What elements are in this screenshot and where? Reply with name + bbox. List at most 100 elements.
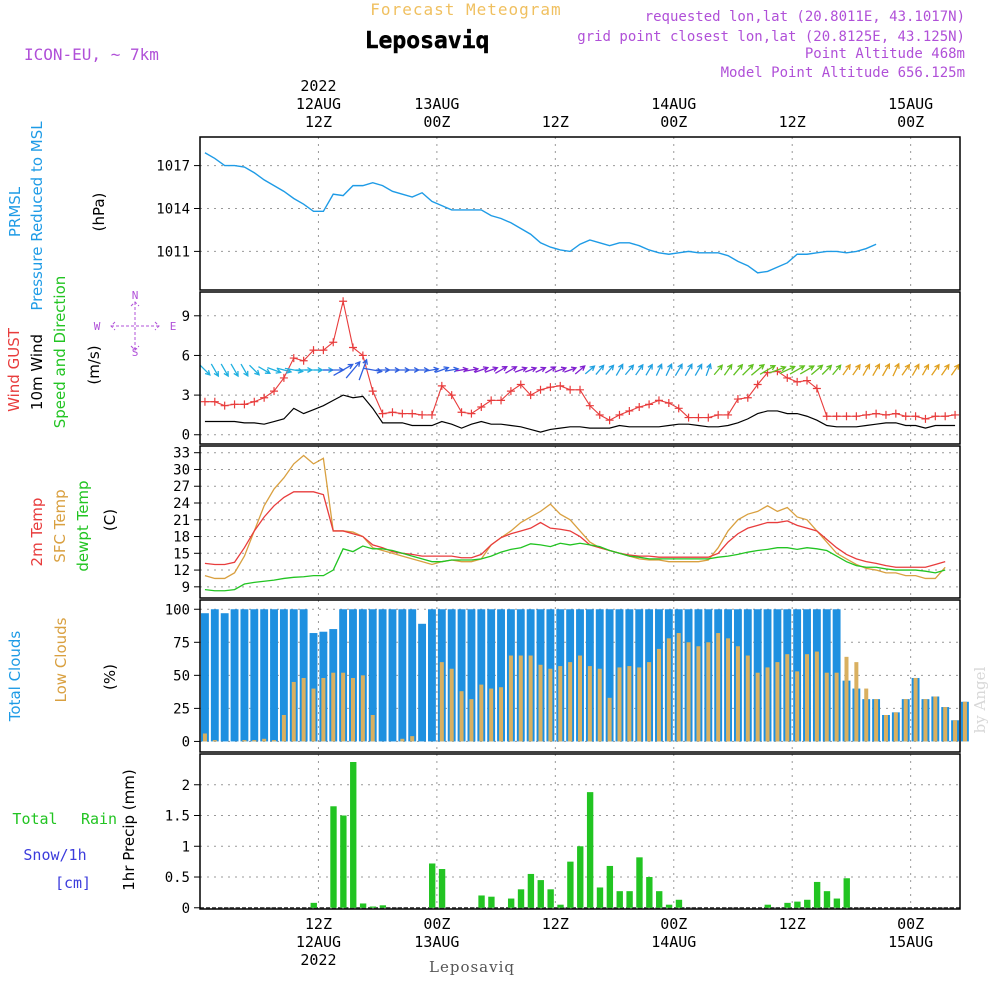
y-tick-label: 9 [182,580,190,596]
wind-arrow [713,364,724,376]
pressure-line [204,152,877,274]
gust-label: Wind GUST [5,327,23,412]
gust-point [250,397,259,406]
gust-point [388,408,397,417]
wind-arrow [363,367,383,374]
low-cloud-bar [745,655,750,742]
gust-point [822,412,831,421]
wind-arrow [684,363,693,377]
rain-bar [813,881,821,908]
low-cloud-bar [212,740,217,742]
total-cloud-bar [210,609,219,742]
low-cloud-bar [341,672,346,742]
wind-arrow [605,364,615,375]
low-cloud-bar [499,687,504,742]
low-cloud-bar [331,672,336,742]
wind-arrow [545,366,557,374]
wind-arrow [810,364,824,376]
low-cloud-bar [538,664,543,742]
gust-point [812,384,821,393]
low-cloud-bar [321,677,326,742]
rain-bar [488,896,495,908]
wind-arrow [882,362,891,377]
gust-point [289,354,298,363]
gust-point [733,395,742,404]
gust-point [230,400,239,409]
gust-point [339,297,348,306]
low-cloud-bar [923,699,928,742]
total-label: Total [12,810,57,828]
low-cloud-bar [933,696,938,742]
low-cloud-bar [854,662,859,742]
rain-bar [478,895,485,908]
model-label: ICON-EU, ~ 7km [24,45,159,64]
wind-arrow [665,362,673,377]
y-tick-label: 3 [182,388,190,404]
total-cloud-bar [388,609,397,742]
rain-bar [577,846,584,908]
low-cloud-bar [479,684,484,742]
subtitle: Forecast Meteogram [370,0,561,19]
y-tick-label: 15 [173,546,190,562]
wind-arrow [821,364,833,375]
low-cloud-bar [360,675,365,742]
rain-bar [567,861,574,908]
wind-arrow [624,364,635,376]
gust-point [585,401,594,410]
gust-point [398,409,407,418]
y-tick-label: 1011 [156,244,190,260]
gust-point [684,413,693,422]
total-cloud-bar [299,609,308,742]
gust-point [279,373,288,382]
gust-point [477,402,486,411]
low-cloud-bar [272,740,277,742]
y-tick-label: 1017 [156,159,190,175]
low-cloud-bar [262,738,267,742]
wind-arrow [921,363,930,376]
top-time-label: 12Z [305,113,332,131]
total-cloud-bar [349,609,357,742]
low-cloud-bar [814,651,819,742]
gust-point [803,376,812,385]
wind-arrow [842,363,851,376]
total-cloud-bar [279,609,288,742]
y-tick-label: 0 [182,734,190,750]
low-cloud-bar [548,668,553,742]
wind-arrow [615,363,624,376]
bottom-time-label: 14AUG [651,933,696,951]
wind-arrow [872,363,881,377]
wind-arrow [258,366,272,374]
panel-frame [199,136,961,291]
panel-frame [199,445,961,599]
y-tick-label: 50 [173,668,190,684]
top-time-label: 12Z [779,113,806,131]
gust-point [793,377,802,386]
wind-arrow [901,363,911,376]
low-cloud-bar [706,642,711,742]
low-cloud-bar [953,720,958,742]
wind-arrow [524,366,538,373]
gust-point [319,346,328,355]
rain-bar [537,880,544,908]
rain-bar [596,887,604,908]
gust-point [891,409,900,418]
wind10-line [204,394,956,433]
low-cloud-bar [864,688,869,742]
gust-point [418,410,427,419]
wind-arrow [199,364,211,376]
compass-w: W [94,320,101,333]
gust-point [210,397,219,406]
total-cloud-bar [457,609,466,742]
cm-label: [cm] [55,874,91,892]
wind-arrow [230,363,239,378]
gust-point [605,416,614,425]
low-cloud-bar [913,677,918,742]
low-cloud-bar [400,738,405,742]
requested-coords: requested lon,lat (20.8011E, 43.1017N) [645,9,965,25]
bottom-time-label: 00Z [897,915,924,933]
rain-bar [507,898,515,908]
low-cloud-bar [242,740,247,742]
low-cloud-bar [647,662,652,742]
low-cloud-bar [943,707,948,742]
total-cloud-bar [378,609,387,742]
